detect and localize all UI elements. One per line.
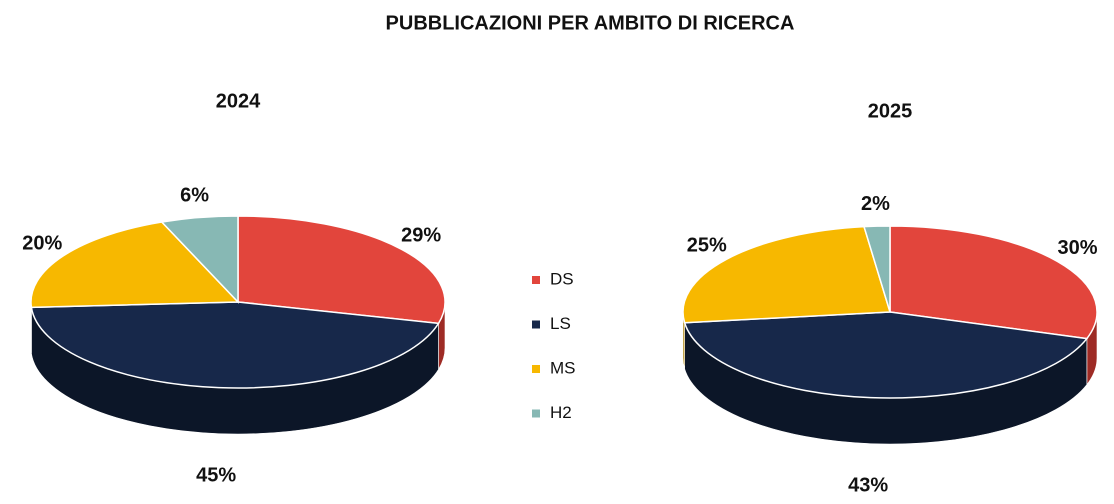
data-label: 25% <box>687 234 727 256</box>
legend-label: LS <box>550 314 571 333</box>
data-label: 43% <box>848 475 888 497</box>
pie-title: 2025 <box>868 100 913 122</box>
pie-slice <box>160 215 239 304</box>
data-label: 20% <box>22 233 62 255</box>
data-label: 6% <box>180 185 209 207</box>
pie-slice <box>682 225 891 324</box>
legend-label: MS <box>550 358 576 377</box>
pie-title: 2024 <box>216 90 261 112</box>
pie-slice <box>30 221 240 309</box>
legend-label: H2 <box>550 403 572 422</box>
legend-swatch <box>532 409 540 418</box>
data-label: 29% <box>401 224 441 246</box>
chart-title: PUBBLICAZIONI PER AMBITO DI RICERCA <box>386 12 795 34</box>
legend-swatch <box>532 276 540 284</box>
legend-swatch <box>532 365 540 373</box>
pie-slice <box>683 311 1089 399</box>
data-label: 30% <box>1058 237 1098 259</box>
legend-label: DS <box>550 269 574 288</box>
data-label: 2% <box>861 193 890 215</box>
legend-swatch <box>532 320 540 329</box>
data-label: 45% <box>196 465 236 487</box>
pie-slice <box>30 301 440 389</box>
pie-slice <box>889 225 1098 340</box>
pie-slice <box>863 225 891 313</box>
pie-slice <box>237 215 446 325</box>
